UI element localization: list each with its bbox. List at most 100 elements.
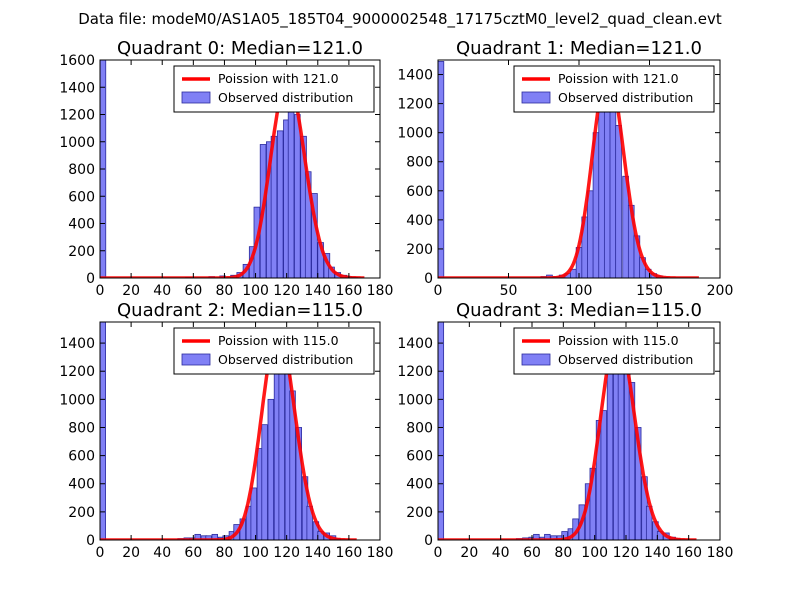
- x-tick-label: 120: [273, 545, 300, 561]
- histogram-bar: [598, 103, 605, 278]
- y-tick-label: 800: [68, 420, 95, 436]
- poisson-curve: [100, 330, 357, 540]
- histogram-bar: [211, 533, 218, 540]
- histogram-bar: [603, 88, 611, 278]
- x-tick-label: 20: [122, 283, 140, 299]
- legend-bar-swatch: [521, 91, 551, 104]
- x-tick-label: 40: [153, 283, 171, 299]
- panels: 0 20 40 60 80 100 120 140 160 1800200400600800100…: [59, 38, 733, 561]
- legend: Poission with 115.0 Observed distribution: [513, 327, 715, 375]
- legend-box: [513, 327, 715, 375]
- y-tick-label: 400: [406, 213, 433, 229]
- y-tick-label: 0: [424, 533, 433, 549]
- y-tick-label: 1200: [397, 97, 433, 113]
- quadrant-panel-3: 0 20 40 60 80 100 120 140 160 180 0 200 400 600 800 100…: [397, 300, 733, 561]
- y-tick-label: 800: [406, 420, 433, 436]
- histogram-bar: [438, 61, 445, 278]
- x-tick-label: 0: [434, 545, 443, 561]
- poisson-curve: [438, 69, 700, 278]
- y-tick-label: 1200: [59, 108, 95, 124]
- quadrant-panel-0: 0 20 40 60 80 100 120 140 160 180 0 200 400 600 800 100…: [59, 38, 393, 299]
- histogram-bar: [615, 125, 622, 278]
- histogram-bar: [294, 114, 301, 278]
- x-tick-label: 200: [707, 283, 734, 299]
- x-tick-label: 0: [96, 283, 105, 299]
- x-tick-label: 20: [122, 545, 140, 561]
- legend-label: Observed distribution: [218, 90, 353, 105]
- x-tick-label: 80: [216, 283, 234, 299]
- histogram-bar: [617, 345, 625, 540]
- x-tick-label: 0: [434, 283, 443, 299]
- x-tick-label: 50: [500, 283, 518, 299]
- legend-bar-swatch: [521, 353, 551, 366]
- y-tick-label: 800: [406, 155, 433, 171]
- x-tick-label: 100: [242, 283, 269, 299]
- x-tick-label: 60: [184, 545, 202, 561]
- histogram-bar: [606, 373, 614, 540]
- legend-box: [173, 65, 375, 113]
- legend-box: [513, 65, 715, 113]
- histogram-bar: [544, 533, 551, 540]
- legend-label: Observed distribution: [218, 352, 353, 367]
- y-tick-label: 400: [406, 477, 433, 493]
- x-tick-label: 60: [184, 283, 202, 299]
- y-tick-label: 1400: [397, 336, 433, 352]
- quadrant-panel-2: 0 20 40 60 80 100 120 140 160 180 0 200 400 600 800 100…: [59, 300, 393, 561]
- x-tick-label: 80: [216, 545, 234, 561]
- suptitle: Data file: modeM0/AS1A05_185T04_90000025…: [78, 10, 722, 29]
- legend: Poission with 121.0 Observed distribution: [173, 65, 375, 113]
- legend-label: Poission with 121.0: [558, 71, 679, 86]
- y-tick-label: 1200: [59, 364, 95, 380]
- x-tick-label: 0: [96, 545, 105, 561]
- legend-box: [173, 327, 375, 375]
- y-tick-label: 1400: [59, 336, 95, 352]
- x-tick-label: 20: [460, 545, 478, 561]
- x-tick-label: 40: [492, 545, 510, 561]
- x-tick-label: 40: [153, 545, 171, 561]
- legend-label: Poission with 121.0: [218, 71, 339, 86]
- y-tick-label: 600: [68, 189, 95, 205]
- histogram-bar: [533, 533, 540, 540]
- x-tick-label: 120: [613, 545, 640, 561]
- legend-label: Observed distribution: [558, 352, 693, 367]
- histogram-bar: [600, 410, 607, 540]
- y-tick-label: 0: [86, 271, 95, 287]
- y-tick-label: 1000: [59, 135, 95, 151]
- x-tick-label: 100: [566, 283, 593, 299]
- y-tick-label: 800: [68, 162, 95, 178]
- x-tick-label: 80: [554, 545, 572, 561]
- histogram-bar: [100, 322, 106, 540]
- histogram-bar: [194, 533, 201, 540]
- legend-bar-swatch: [181, 353, 211, 366]
- y-tick-label: 1600: [59, 53, 95, 69]
- x-tick-label: 100: [242, 545, 269, 561]
- y-tick-label: 400: [68, 477, 95, 493]
- histogram-bar: [261, 424, 268, 540]
- y-tick-label: 1200: [397, 364, 433, 380]
- legend: Poission with 115.0 Observed distribution: [173, 327, 375, 375]
- x-tick-label: 150: [636, 283, 663, 299]
- panel-title: Quadrant 2: Median=115.0: [117, 300, 363, 321]
- histogram-bar: [276, 130, 284, 278]
- histogram-bar: [609, 101, 617, 278]
- quadrant-panel-1: 0 50 100 150 200 0 200 400 600 800 1000 1200 1400 Qua…: [397, 38, 733, 299]
- y-tick-label: 600: [406, 184, 433, 200]
- histogram-bar: [628, 382, 636, 540]
- y-tick-label: 1400: [59, 80, 95, 96]
- x-tick-label: 120: [273, 283, 300, 299]
- x-tick-label: 180: [707, 545, 734, 561]
- y-tick-label: 200: [406, 242, 433, 258]
- x-tick-label: 160: [336, 545, 363, 561]
- x-tick-label: 140: [644, 545, 671, 561]
- axes-frame: [99, 321, 381, 541]
- panel-title: Quadrant 1: Median=121.0: [456, 38, 702, 59]
- y-tick-label: 1000: [397, 126, 433, 142]
- x-tick-label: 60: [523, 545, 541, 561]
- histogram-bar: [278, 353, 285, 540]
- y-tick-label: 600: [406, 449, 433, 465]
- legend-label: Poission with 115.0: [558, 333, 679, 348]
- poisson-curve: [100, 78, 365, 278]
- y-tick-label: 1000: [397, 392, 433, 408]
- y-tick-label: 200: [406, 505, 433, 521]
